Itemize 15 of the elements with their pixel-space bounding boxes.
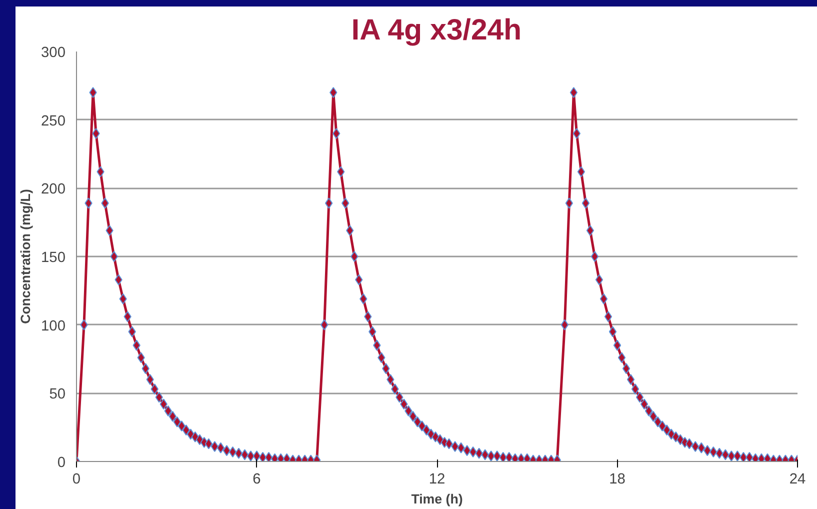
- y-tick-label: 0: [57, 455, 66, 471]
- x-tick-label: 6: [252, 472, 261, 488]
- x-axis-title: Time (h): [411, 492, 463, 506]
- y-tick-label: 100: [41, 318, 66, 334]
- y-tick-label: 300: [41, 45, 66, 61]
- x-tick-label: 0: [72, 472, 81, 488]
- y-axis-title: Concentration (mg/L): [18, 189, 34, 324]
- y-tick-label: 250: [41, 113, 66, 130]
- y-tick-label: 200: [41, 182, 66, 198]
- x-tick-label: 18: [609, 472, 626, 488]
- chart-title: IA 4g x3/24h: [351, 14, 522, 46]
- x-tick-label: 24: [789, 472, 806, 488]
- y-tick-label: 150: [41, 250, 66, 266]
- y-tick-label: 50: [49, 386, 66, 403]
- x-tick-label: 12: [428, 472, 446, 488]
